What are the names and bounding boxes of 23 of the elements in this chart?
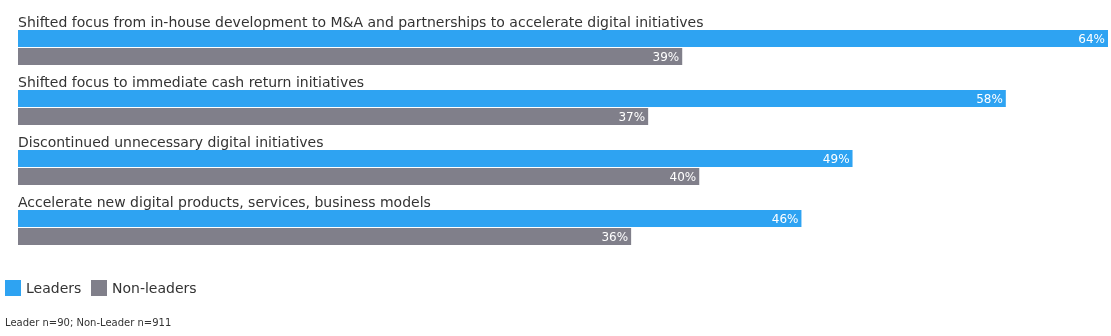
data-label: 49% xyxy=(822,151,850,166)
data-label: 64% xyxy=(1078,31,1105,46)
bar xyxy=(18,210,802,227)
data-label: 39% xyxy=(652,49,680,64)
bar xyxy=(18,90,1006,107)
data-label: 36% xyxy=(601,229,629,244)
legend-label: Non-leaders xyxy=(112,280,197,296)
data-label: 40% xyxy=(669,169,697,184)
text: Leader n=90; Non-Leader n=911 xyxy=(5,317,172,328)
bar xyxy=(18,168,700,185)
bar xyxy=(18,108,649,125)
bar xyxy=(18,48,683,65)
y-tick-label: Discontinued unnecessary digital initiatives xyxy=(18,134,324,150)
y-tick-label: Shifted focus to immediate cash return initiatives xyxy=(18,74,365,90)
data-label: 46% xyxy=(771,211,799,226)
data-label: 58% xyxy=(976,91,1003,106)
y-tick-label: Accelerate new digital products, services, business models xyxy=(18,194,431,210)
legend-label: Leaders xyxy=(26,280,82,296)
data-label: 37% xyxy=(618,109,646,124)
bar xyxy=(18,228,632,245)
bar xyxy=(18,150,853,167)
y-tick-label: Shifted focus from in-house development to M&A and partnerships to accelerate digital initiatives xyxy=(18,14,704,30)
bar xyxy=(18,30,1108,47)
